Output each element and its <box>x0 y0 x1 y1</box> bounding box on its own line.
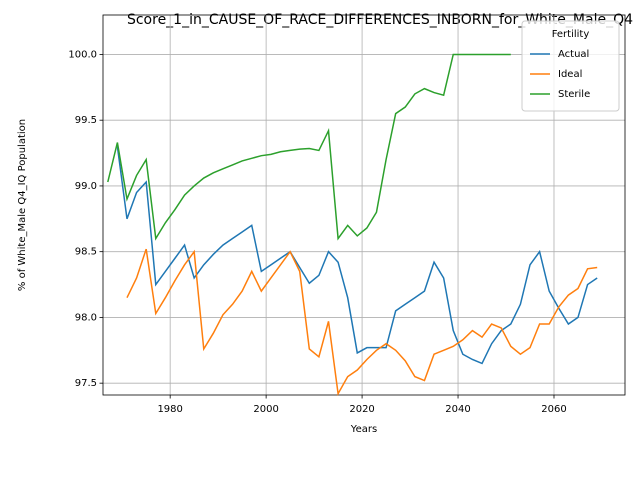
x-tick-label: 2060 <box>541 404 566 415</box>
x-tick-label: 2000 <box>253 404 278 415</box>
x-tick-label: 2040 <box>445 404 470 415</box>
y-tick-label: 99.0 <box>75 181 97 192</box>
line <box>107 53 511 241</box>
y-axis-label: % of White_Male Q4_IQ Population <box>17 119 28 291</box>
y-tick-label: 99.5 <box>75 115 97 126</box>
x-axis-label: Years <box>350 424 377 435</box>
legend-title: Fertility <box>552 29 590 40</box>
legend-label: Sterile <box>558 89 590 100</box>
legend-box <box>521 20 620 112</box>
plot-frame <box>102 14 626 396</box>
legend-label: Ideal <box>558 69 582 80</box>
legend-label: Actual <box>558 49 589 60</box>
y-tick-label: 100.0 <box>68 49 97 60</box>
line <box>126 248 598 397</box>
y-tick-label: 98.0 <box>75 312 97 323</box>
line <box>116 146 598 365</box>
x-tick-label: 2020 <box>349 404 374 415</box>
y-tick-label: 98.5 <box>75 247 97 258</box>
y-tick-label: 97.5 <box>75 378 97 389</box>
chart-title: Score_1_in_CAUSE_OF_RACE_DIFFERENCES_INB… <box>127 12 633 28</box>
x-tick-label: 1980 <box>157 404 182 415</box>
